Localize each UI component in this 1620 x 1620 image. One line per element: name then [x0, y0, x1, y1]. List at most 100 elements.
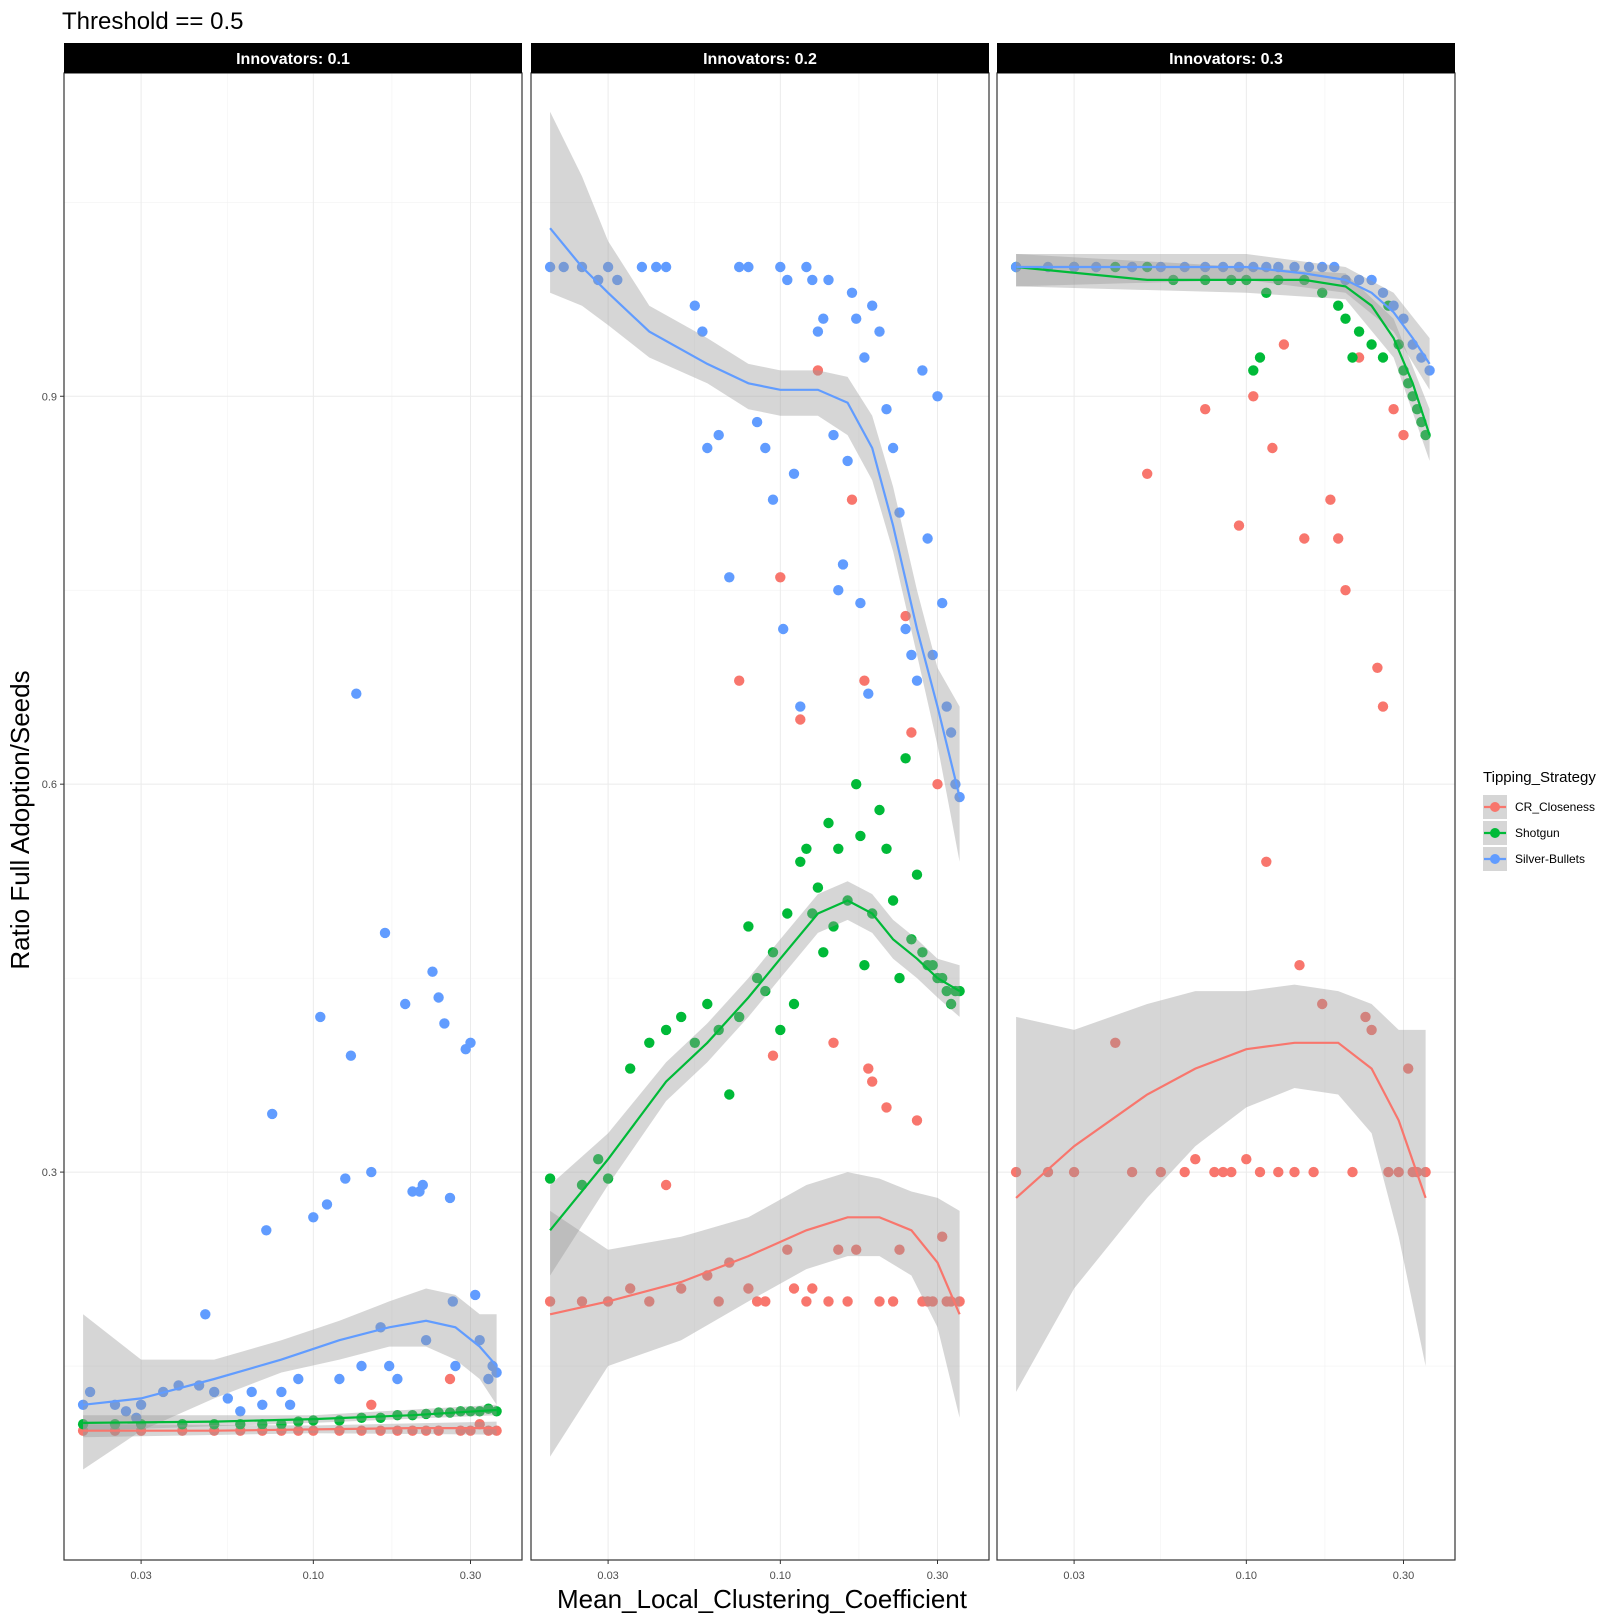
- x-tick-label: 0.03: [597, 1570, 618, 1582]
- point-cr-closeness: [1393, 1166, 1404, 1178]
- point-silver-bullets: [767, 494, 779, 505]
- point-cr-closeness: [874, 1296, 885, 1307]
- point-silver-bullets: [465, 1037, 476, 1049]
- point-silver-bullets: [1377, 287, 1389, 298]
- point-cr-closeness: [713, 1296, 724, 1307]
- y-axis-title: Ratio Full Adoption/Seeds: [5, 670, 35, 969]
- point-silver-bullets: [235, 1406, 246, 1417]
- point-silver-bullets: [917, 365, 928, 376]
- point-cr-closeness: [1299, 533, 1310, 544]
- point-silver-bullets: [851, 313, 862, 324]
- point-silver-bullets: [1353, 274, 1365, 286]
- point-silver-bullets: [874, 326, 885, 337]
- smooth-line-cr-closeness: [549, 1216, 961, 1316]
- point-cr-closeness: [625, 1283, 636, 1294]
- point-shotgun: [751, 972, 763, 984]
- point-shotgun: [689, 1037, 700, 1049]
- point-shotgun: [743, 921, 754, 932]
- y-tick-label: 0.3: [42, 1167, 57, 1179]
- point-cr-closeness: [366, 1399, 377, 1411]
- point-silver-bullets: [833, 585, 844, 596]
- x-tick-label: 0.10: [303, 1570, 324, 1582]
- point-cr-closeness: [1209, 1166, 1220, 1178]
- point-cr-closeness: [1155, 1166, 1167, 1178]
- point-cr-closeness: [1110, 1037, 1121, 1049]
- point-silver-bullets: [846, 287, 858, 298]
- point-silver-bullets: [340, 1173, 351, 1184]
- point-cr-closeness: [795, 714, 806, 725]
- point-cr-closeness: [1261, 856, 1272, 867]
- point-shotgun: [788, 998, 800, 1010]
- facet-strip-label: Innovators: 0.1: [236, 51, 350, 68]
- point-shotgun: [760, 985, 771, 997]
- point-cr-closeness: [1333, 533, 1344, 544]
- point-shotgun: [906, 934, 917, 945]
- point-shotgun: [859, 960, 870, 971]
- point-silver-bullets: [660, 261, 672, 273]
- smooth-line-shotgun: [1015, 265, 1431, 436]
- legend-entry-silver-bullets: Silver-Bullets: [1483, 847, 1585, 871]
- point-cr-closeness: [807, 1283, 818, 1294]
- point-shotgun: [257, 1419, 268, 1430]
- point-silver-bullets: [1366, 274, 1377, 286]
- point-silver-bullets: [702, 442, 713, 454]
- point-silver-bullets: [450, 1360, 461, 1372]
- point-shotgun: [602, 1173, 614, 1184]
- point-cr-closeness: [842, 1296, 853, 1307]
- point-silver-bullets: [261, 1225, 272, 1236]
- point-shotgun: [544, 1173, 556, 1184]
- x-tick-label: 0.30: [1393, 1570, 1414, 1582]
- point-shotgun: [676, 1011, 687, 1023]
- point-cr-closeness: [1126, 1166, 1138, 1178]
- point-shotgun: [881, 843, 892, 854]
- point-silver-bullets: [417, 1179, 428, 1191]
- legend-label: Shotgun: [1515, 826, 1560, 840]
- point-silver-bullets: [760, 442, 771, 454]
- facet-strip: [531, 43, 989, 73]
- point-shotgun: [818, 947, 829, 958]
- point-silver-bullets: [1424, 365, 1435, 376]
- panel-background: [531, 73, 989, 1560]
- point-silver-bullets: [384, 1360, 395, 1372]
- point-cr-closeness: [1383, 1166, 1394, 1178]
- point-silver-bullets: [558, 261, 569, 273]
- point-silver-bullets: [881, 404, 892, 415]
- point-cr-closeness: [1142, 468, 1153, 479]
- point-cr-closeness: [1248, 391, 1259, 402]
- point-shotgun: [1254, 352, 1266, 363]
- point-cr-closeness: [1294, 960, 1305, 971]
- point-shotgun: [775, 1024, 786, 1036]
- point-silver-bullets: [345, 1050, 357, 1061]
- point-cr-closeness: [1360, 1011, 1371, 1023]
- legend: Tipping_Strategy CR_Closeness Shotgun Silv…: [1483, 769, 1596, 871]
- point-shotgun: [927, 960, 938, 971]
- ribbon-silver-bullets: [550, 111, 960, 862]
- point-cr-closeness: [1200, 404, 1211, 415]
- point-cr-closeness: [760, 1296, 771, 1307]
- legend-entry-cr-closeness: CR_Closeness: [1483, 795, 1595, 819]
- point-cr-closeness: [1278, 339, 1290, 350]
- point-cr-closeness: [846, 494, 858, 505]
- point-silver-bullets: [945, 727, 957, 738]
- point-silver-bullets: [775, 261, 786, 273]
- point-cr-closeness: [788, 1283, 800, 1294]
- point-silver-bullets: [782, 274, 793, 286]
- point-shotgun: [625, 1063, 636, 1074]
- point-cr-closeness: [1254, 1166, 1266, 1178]
- point-silver-bullets: [612, 274, 623, 286]
- point-cr-closeness: [833, 1244, 844, 1255]
- point-silver-bullets: [922, 533, 933, 544]
- point-cr-closeness: [859, 675, 870, 686]
- point-silver-bullets: [544, 261, 556, 273]
- point-silver-bullets: [366, 1166, 377, 1178]
- point-shotgun: [1317, 287, 1328, 298]
- point-cr-closeness: [743, 1283, 754, 1294]
- panel-1: Innovators: 0.1 0.03 0.10 0.30 0.3 0.6 0.9: [42, 43, 523, 1582]
- point-cr-closeness: [954, 1296, 965, 1307]
- point-silver-bullets: [1303, 261, 1315, 273]
- y-tick-label: 0.9: [42, 391, 57, 403]
- y-tick-label: 0.6: [42, 779, 57, 791]
- x-axis-title: Mean_Local_Clustering_Coefficient: [557, 1584, 968, 1614]
- point-silver-bullets: [697, 326, 708, 337]
- x-tick-label: 0.03: [130, 1570, 151, 1582]
